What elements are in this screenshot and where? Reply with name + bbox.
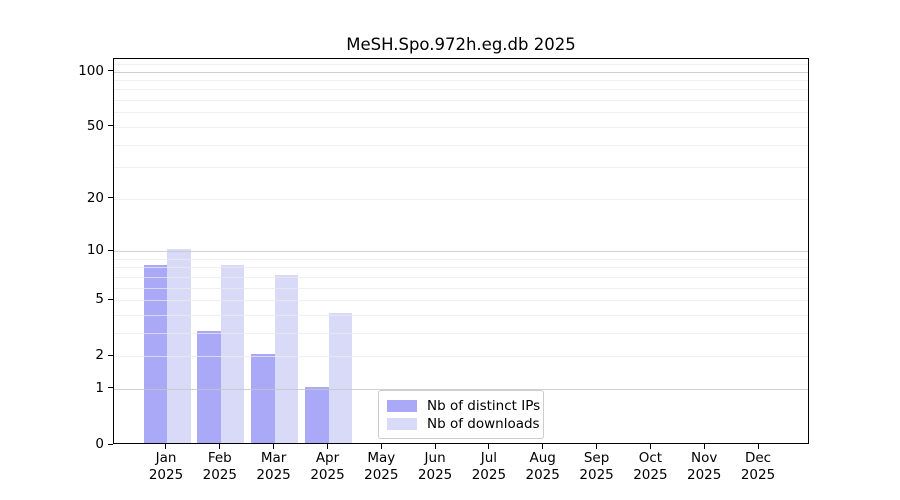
y-tick-20	[108, 197, 113, 199]
gridline-minor-7	[114, 276, 808, 278]
y-tick-50	[108, 125, 113, 127]
legend-swatch-distinct-ips	[387, 399, 417, 412]
x-tick-label-dec-2025: Dec 2025	[740, 450, 776, 483]
gridline-minor-30	[114, 167, 808, 169]
gridline-minor-60	[114, 112, 808, 114]
y-tick-label-10: 10	[86, 242, 104, 258]
gridline-major-1	[114, 388, 808, 390]
gridline-major-100	[114, 71, 808, 73]
x-tick-label-aug-2025: Aug 2025	[525, 450, 560, 483]
gridline-minor-5	[114, 300, 808, 301]
bar-nb-of-distinct-ips-feb-2025	[197, 330, 221, 443]
legend-item-downloads: Nb of downloads	[387, 417, 543, 431]
x-tick-label-jun-2025: Jun 2025	[417, 450, 453, 483]
legend-label-distinct-ips: Nb of distinct IPs	[427, 397, 541, 414]
gridline-minor-20	[114, 198, 808, 200]
x-tick-may-2025	[380, 444, 382, 449]
x-tick-mar-2025	[273, 444, 275, 449]
gridline-minor-8	[114, 267, 808, 269]
bar-nb-of-distinct-ips-jan-2025	[143, 265, 167, 443]
x-tick-nov-2025	[703, 444, 705, 449]
y-tick-2	[108, 354, 113, 356]
gridline-minor-70	[114, 100, 808, 102]
gridline-minor-90	[114, 80, 808, 81]
y-tick-label-5: 5	[95, 291, 104, 307]
x-tick-label-nov-2025: Nov 2025	[687, 450, 722, 483]
y-tick-1	[108, 387, 113, 389]
y-tick-10	[108, 249, 113, 251]
legend-label-downloads: Nb of downloads	[427, 415, 540, 432]
gridline-minor-110	[114, 63, 808, 65]
gridline-minor-4	[114, 314, 808, 316]
y-tick-label-0: 0	[95, 436, 104, 452]
y-tick-label-2: 2	[95, 347, 104, 364]
x-tick-jul-2025	[488, 444, 490, 449]
gridline-minor-6	[114, 287, 808, 289]
x-tick-sep-2025	[596, 444, 598, 449]
x-tick-jun-2025	[434, 444, 436, 449]
gridline-minor-9	[114, 258, 808, 260]
y-tick-label-20: 20	[86, 189, 104, 206]
legend-item-distinct-ips: Nb of distinct IPs	[387, 399, 543, 413]
x-tick-jan-2025	[165, 444, 167, 449]
bar-nb-of-distinct-ips-apr-2025	[305, 386, 329, 443]
y-tick-0	[108, 443, 113, 445]
x-tick-label-sep-2025: Sep 2025	[579, 450, 614, 483]
bar-nb-of-downloads-jan-2025	[167, 249, 191, 443]
x-tick-label-jul-2025: Jul 2025	[471, 450, 507, 483]
y-tick-5	[108, 298, 113, 300]
bar-nb-of-downloads-apr-2025	[328, 312, 352, 443]
x-tick-dec-2025	[757, 444, 759, 449]
x-tick-label-mar-2025: Mar 2025	[256, 450, 291, 483]
bar-nb-of-distinct-ips-mar-2025	[251, 354, 275, 443]
x-tick-feb-2025	[219, 444, 221, 449]
x-tick-label-oct-2025: Oct 2025	[633, 450, 668, 483]
y-tick-label-1: 1	[95, 379, 104, 396]
x-tick-aug-2025	[542, 444, 544, 449]
x-tick-apr-2025	[326, 444, 328, 449]
x-tick-label-apr-2025: Apr 2025	[310, 450, 345, 483]
gridline-major-10	[114, 251, 808, 252]
y-tick-100	[108, 70, 113, 72]
x-tick-label-feb-2025: Feb 2025	[202, 450, 237, 483]
legend: Nb of distinct IPs Nb of downloads	[378, 390, 544, 439]
x-tick-label-jan-2025: Jan 2025	[148, 450, 184, 483]
gridline-minor-3	[114, 332, 808, 334]
y-tick-label-100: 100	[78, 62, 104, 79]
bar-nb-of-downloads-mar-2025	[274, 274, 299, 443]
legend-swatch-downloads	[387, 417, 417, 430]
gridline-minor-80	[114, 89, 808, 91]
gridline-minor-40	[114, 144, 808, 146]
x-tick-label-may-2025: May 2025	[364, 450, 399, 483]
bar-nb-of-downloads-feb-2025	[220, 265, 245, 443]
plot-area	[113, 58, 809, 444]
gridline-minor-2	[114, 356, 808, 358]
y-tick-label-50: 50	[86, 117, 104, 134]
chart-title: MeSH.Spo.972h.eg.db 2025	[346, 35, 576, 54]
gridline-minor-50	[114, 126, 808, 128]
x-tick-oct-2025	[649, 444, 651, 449]
